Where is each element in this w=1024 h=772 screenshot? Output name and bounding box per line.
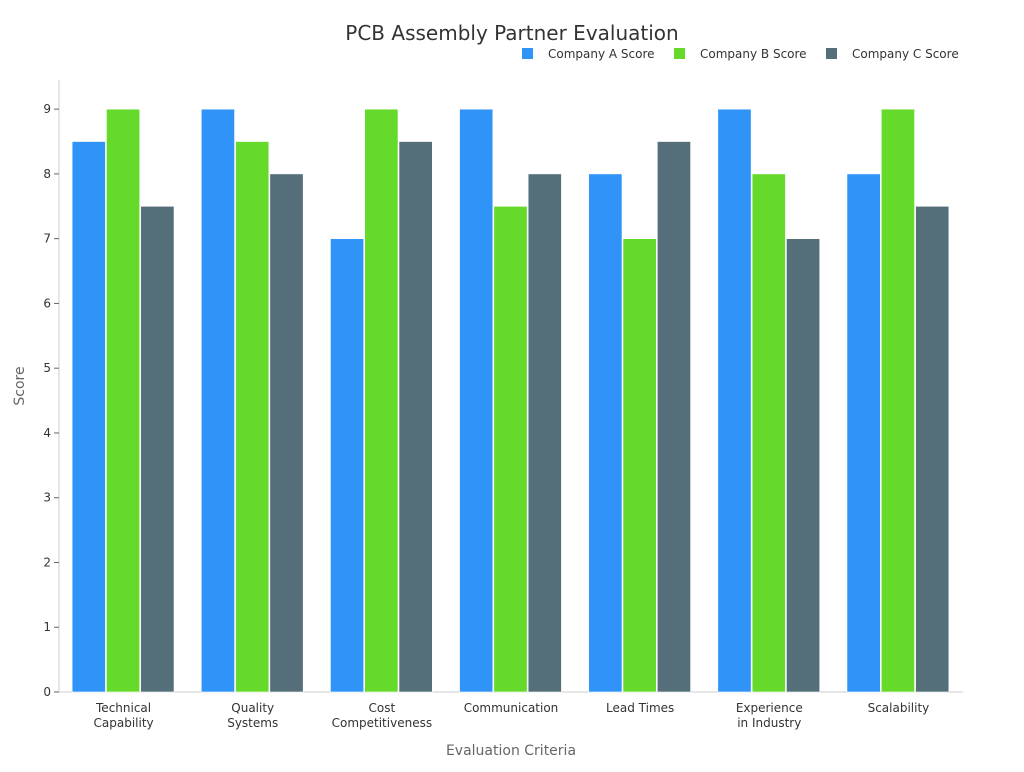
x-tick-label: Communication <box>464 701 559 715</box>
x-tick-label: Scalability <box>868 701 930 715</box>
x-tick-label-line: Experience <box>736 701 803 715</box>
x-tick-label: Experience in Industry <box>736 701 803 730</box>
bar <box>493 205 528 693</box>
legend-label: Company B Score <box>700 47 807 61</box>
y-tick-label: 2 <box>43 555 51 569</box>
x-tick-label: Quality Systems <box>227 701 278 730</box>
bar <box>235 141 270 693</box>
x-tick-label: Technical Capability <box>94 701 154 730</box>
x-tick-label: Cost Competitiveness <box>332 701 432 730</box>
bars <box>71 108 950 693</box>
legend-label: Company C Score <box>852 47 959 61</box>
bar <box>106 108 141 693</box>
bar <box>915 205 950 693</box>
bar <box>330 238 365 693</box>
legend-swatch <box>522 48 533 59</box>
x-tick-label-line: in Industry <box>737 716 801 730</box>
chart-title: PCB Assembly Partner Evaluation <box>345 21 678 45</box>
bar <box>846 173 881 693</box>
y-axis-label: Score <box>12 366 28 405</box>
x-axis-label: Evaluation Criteria <box>446 743 576 759</box>
x-tick-label-line: Scalability <box>868 701 930 715</box>
legend-label: Company A Score <box>548 47 655 61</box>
x-tick-label: Lead Times <box>606 701 674 715</box>
x-tick-label-line: Technical <box>95 701 151 715</box>
bar <box>364 108 399 693</box>
y-tick-label: 0 <box>43 685 51 699</box>
x-tick-label-line: Lead Times <box>606 701 674 715</box>
y-tick-label: 1 <box>43 620 51 634</box>
y-tick-label: 6 <box>43 296 51 310</box>
bar <box>622 238 657 693</box>
x-tick-label-line: Cost <box>369 701 396 715</box>
y-tick-label: 8 <box>43 167 51 181</box>
x-tick-label-line: Competitiveness <box>332 716 432 730</box>
bar <box>588 173 623 693</box>
bar <box>459 108 494 693</box>
bar <box>656 141 691 693</box>
x-tick-label-line: Capability <box>94 716 154 730</box>
legend: Company A Score Company B Score Company C … <box>522 47 959 61</box>
x-tick-label-line: Systems <box>227 716 278 730</box>
y-tick-label: 3 <box>43 491 51 505</box>
y-tick-label: 5 <box>43 361 51 375</box>
legend-swatch <box>674 48 685 59</box>
y-tick-label: 9 <box>43 102 51 116</box>
bar <box>140 205 175 693</box>
y-tick-label: 4 <box>43 426 51 440</box>
x-tick-label-line: Communication <box>464 701 559 715</box>
y-tick-label: 7 <box>43 232 51 246</box>
bar <box>71 141 106 693</box>
bar <box>786 238 821 693</box>
bar <box>717 108 752 693</box>
legend-swatch <box>826 48 837 59</box>
axes: 0 1 2 3 4 5 6 7 8 9 Technical Capability Quality Syst… <box>43 80 963 730</box>
bar <box>269 173 304 693</box>
bar <box>751 173 786 693</box>
bar <box>527 173 562 693</box>
x-tick-label-line: Quality <box>231 701 274 715</box>
bar <box>200 108 235 693</box>
bar <box>398 141 433 693</box>
bar <box>880 108 915 693</box>
